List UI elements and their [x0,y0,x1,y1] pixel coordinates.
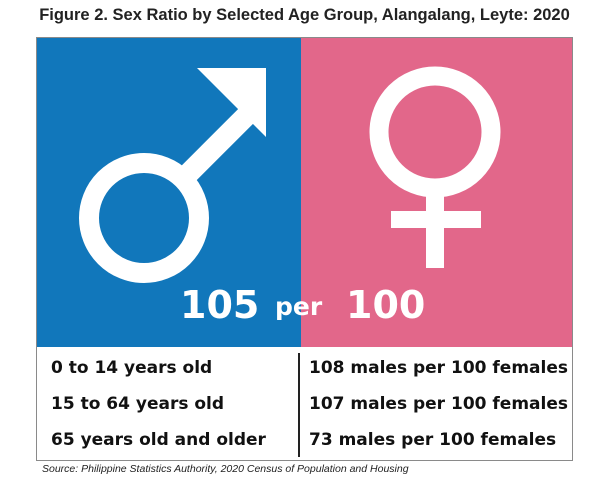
table-row: 15 to 64 years old 107 males per 100 fem… [37,386,572,422]
source-note: Source: Philippine Statistics Authority,… [42,463,409,475]
sex-ratio-table: 0 to 14 years old 108 males per 100 fema… [37,347,572,460]
headline-per: per [275,292,323,321]
table-row: 65 years old and older 73 males per 100 … [37,422,572,458]
age-group-label: 65 years old and older [51,430,266,450]
age-group-label: 15 to 64 years old [51,394,225,414]
sex-symbols [79,66,501,283]
age-group-label: 0 to 14 years old [51,358,213,378]
headline-females: 100 [346,283,426,327]
table-row: 0 to 14 years old 108 males per 100 fema… [37,350,572,386]
infographic-panel: 105 per 100 0 to 14 years old 108 males … [36,37,573,461]
female-symbol-icon [369,66,501,268]
sex-ratio-value: 108 males per 100 females [309,358,568,378]
sex-ratio-value: 73 males per 100 females [309,430,557,450]
column-divider [298,353,300,457]
figure-title: Figure 2. Sex Ratio by Selected Age Grou… [39,6,570,24]
male-symbol-icon [79,68,266,283]
sex-ratio-value: 107 males per 100 females [309,394,568,414]
headline-males: 105 [180,283,260,327]
